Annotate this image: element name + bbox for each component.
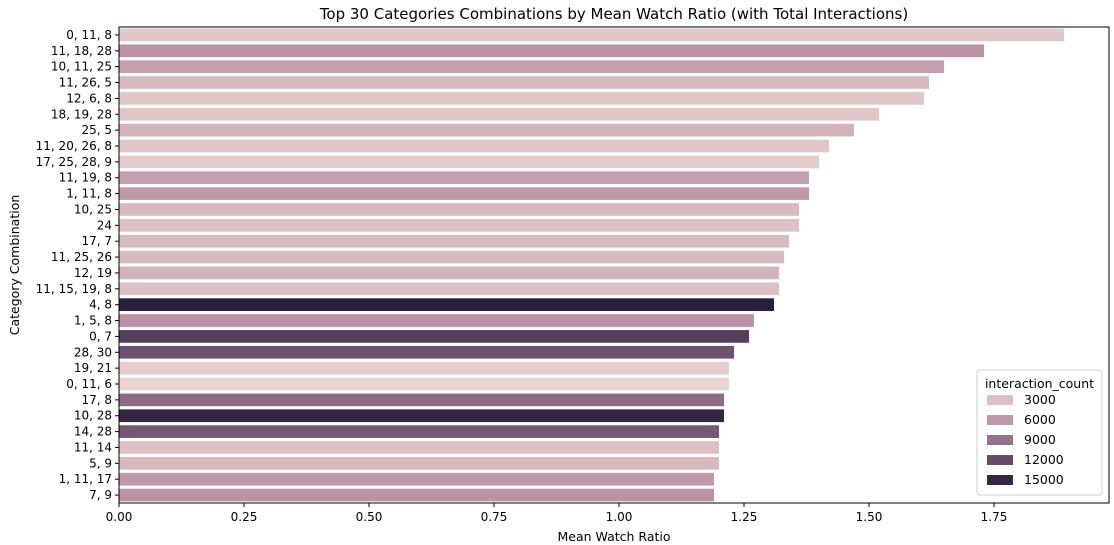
bar [119,203,799,216]
legend: interaction_count 3000 6000 9000 12000 15000 [976,369,1103,496]
y-tick-label: 25, 5 [81,123,112,137]
y-tick-label: 12, 6, 8 [66,91,112,105]
bar [119,28,1064,42]
bar [119,107,879,121]
bar [119,409,724,423]
bar [119,218,799,232]
bars-layer [119,28,1064,502]
bar [119,298,774,312]
y-tick-label: 10, 25 [74,202,112,216]
y-tick-label: 1, 11, 17 [59,472,112,486]
y-tick-label: 11, 25, 26 [51,250,112,264]
x-tick-label: 0.50 [356,510,383,524]
y-tick-label: 0, 11, 8 [66,28,112,42]
bar [119,139,829,153]
y-tick-label: 10, 11, 25 [51,60,112,74]
bar [119,92,924,105]
bar [119,187,809,200]
y-tick-label: 1, 5, 8 [74,314,112,328]
y-tick-label: 18, 19, 28 [51,107,112,121]
y-tick-label: 10, 28 [74,409,112,423]
legend-label: 9000 [1024,432,1056,447]
y-tick-label: 7, 9 [89,488,112,502]
x-axis-label: Mean Watch Ratio [557,529,670,544]
legend-swatch [987,415,1013,425]
y-tick-label: 12, 19 [74,266,112,280]
y-tick-label: 11, 20, 26, 8 [36,139,112,153]
y-tick-label: 1, 11, 8 [66,187,112,201]
chart-title: Top 30 Categories Combinations by Mean W… [319,5,908,23]
x-tick-label: 1.00 [606,510,633,524]
bar [119,361,729,375]
x-tick-label: 1.50 [856,510,883,524]
y-tick-label: 0, 7 [89,329,112,343]
bar [119,393,724,407]
y-tick-label: 24 [97,218,112,232]
y-tick-label: 19, 21 [74,361,112,375]
bar [119,76,929,89]
y-tick-label: 11, 26, 5 [59,76,112,90]
y-tick-label: 14, 28 [74,425,112,439]
bar [119,250,784,264]
y-axis-label: Category Combination [7,195,22,336]
x-ticks: 0.00 0.25 0.50 0.75 1.00 1.25 1.50 1.75 [106,503,1008,524]
bar [119,330,749,343]
legend-swatch [987,435,1013,445]
bar [119,282,779,296]
bar [119,234,789,248]
legend-label: 15000 [1024,472,1064,487]
y-tick-label: 4, 8 [89,298,112,312]
bar [119,60,944,74]
x-tick-label: 0.25 [231,510,258,524]
bar [119,456,719,470]
bar [119,377,729,391]
x-tick-label: 0.75 [481,510,508,524]
y-tick-label: 17, 25, 28, 9 [36,155,112,169]
bar [119,171,809,185]
y-tick-label: 11, 19, 8 [59,171,112,185]
bar [119,314,754,327]
y-tick-label: 5, 9 [89,456,112,470]
plot-frame [118,26,1110,504]
legend-swatch [987,455,1013,465]
y-tick-label: 11, 18, 28 [51,44,112,58]
legend-label: 12000 [1024,452,1064,467]
bar [119,441,719,454]
bar [119,123,854,137]
y-tick-label: 17, 8 [81,393,112,407]
bar [119,425,719,438]
legend-swatch [987,395,1013,405]
legend-label: 6000 [1024,412,1056,427]
bar [119,266,779,280]
legend-title: interaction_count [985,376,1094,391]
y-tick-label: 11, 14 [74,440,112,454]
bar [119,345,734,359]
y-tick-label: 28, 30 [74,345,112,359]
y-tick-label: 17, 7 [81,234,112,248]
bar [119,472,714,486]
bar [119,44,984,58]
y-tick-label: 0, 11, 6 [66,377,112,391]
legend-label: 3000 [1024,392,1056,407]
bar [119,155,819,169]
x-tick-label: 1.75 [981,510,1008,524]
legend-swatch [987,475,1013,485]
x-tick-label: 1.25 [731,510,758,524]
x-tick-label: 0.00 [106,510,133,524]
bar [119,488,714,502]
y-tick-label: 11, 15, 19, 8 [36,282,112,296]
